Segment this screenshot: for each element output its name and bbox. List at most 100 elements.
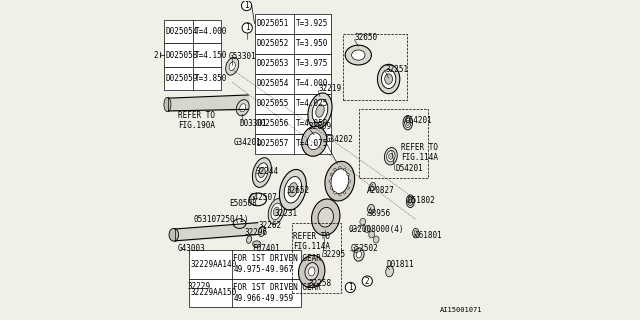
Ellipse shape	[360, 218, 365, 225]
Ellipse shape	[351, 50, 365, 60]
Ellipse shape	[271, 203, 282, 220]
Bar	[255, 114, 331, 134]
Text: T=3.850: T=3.850	[195, 74, 227, 83]
Bar	[255, 134, 331, 154]
Ellipse shape	[404, 118, 411, 127]
Ellipse shape	[169, 228, 179, 241]
Text: G42507: G42507	[249, 193, 277, 202]
Ellipse shape	[364, 226, 370, 233]
Text: D025051: D025051	[256, 19, 289, 28]
Text: 32229: 32229	[188, 282, 211, 291]
Ellipse shape	[403, 116, 413, 130]
Text: D025056: D025056	[256, 119, 289, 128]
Text: 2: 2	[154, 51, 158, 60]
Ellipse shape	[298, 255, 325, 288]
Ellipse shape	[354, 248, 364, 261]
Ellipse shape	[385, 74, 392, 84]
Ellipse shape	[378, 64, 400, 94]
Ellipse shape	[305, 263, 319, 280]
Text: D03301: D03301	[239, 119, 268, 128]
Ellipse shape	[246, 236, 252, 243]
Ellipse shape	[367, 204, 374, 213]
Ellipse shape	[331, 169, 349, 194]
Bar	[164, 67, 221, 90]
Ellipse shape	[312, 99, 328, 123]
Ellipse shape	[347, 187, 349, 189]
Text: D025057: D025057	[256, 140, 289, 148]
Ellipse shape	[343, 191, 346, 194]
Ellipse shape	[406, 120, 410, 125]
Bar	[255, 94, 331, 114]
Text: T=4.150: T=4.150	[195, 51, 227, 60]
Text: D025055: D025055	[256, 99, 289, 108]
Ellipse shape	[318, 207, 333, 227]
Ellipse shape	[387, 151, 395, 162]
Text: 32609: 32609	[309, 122, 332, 132]
Ellipse shape	[345, 45, 371, 65]
Ellipse shape	[381, 69, 396, 89]
Text: 32258: 32258	[309, 279, 332, 288]
Text: REFER TO
FIG.114A: REFER TO FIG.114A	[293, 232, 330, 252]
Text: 38956: 38956	[367, 209, 390, 218]
Ellipse shape	[330, 187, 333, 189]
Circle shape	[362, 276, 372, 286]
Ellipse shape	[325, 161, 355, 201]
Text: T=4.075: T=4.075	[296, 140, 328, 148]
Text: 32229AA150: 32229AA150	[191, 288, 237, 297]
Ellipse shape	[385, 148, 397, 165]
Circle shape	[150, 50, 161, 60]
Text: 32650: 32650	[355, 33, 378, 42]
Bar	[359, 109, 428, 178]
Ellipse shape	[406, 195, 414, 208]
Bar	[255, 34, 331, 54]
Ellipse shape	[256, 163, 268, 182]
Circle shape	[242, 23, 252, 33]
Text: D025059: D025059	[165, 74, 198, 83]
Text: G53301: G53301	[229, 52, 257, 61]
Circle shape	[241, 1, 252, 11]
Text: G34201: G34201	[234, 138, 262, 147]
Text: D025054: D025054	[256, 79, 289, 88]
Ellipse shape	[316, 105, 324, 117]
Ellipse shape	[386, 266, 394, 277]
Circle shape	[345, 282, 355, 292]
Ellipse shape	[373, 236, 379, 243]
Ellipse shape	[273, 207, 279, 216]
Ellipse shape	[229, 62, 236, 70]
Text: E50508: E50508	[229, 199, 257, 208]
Ellipse shape	[301, 126, 327, 156]
Text: F07401: F07401	[252, 244, 280, 253]
Text: D54201: D54201	[395, 164, 423, 173]
Ellipse shape	[413, 228, 419, 238]
Text: 32219: 32219	[319, 84, 342, 93]
Bar	[255, 54, 331, 74]
Text: 32229AA140: 32229AA140	[191, 260, 237, 269]
Ellipse shape	[259, 167, 265, 178]
Text: C64201: C64201	[404, 116, 433, 125]
Ellipse shape	[369, 231, 374, 238]
Text: 32262: 32262	[259, 221, 282, 230]
Text: T=3.975: T=3.975	[296, 59, 328, 68]
Text: 1: 1	[348, 283, 353, 292]
Ellipse shape	[288, 183, 298, 197]
Bar	[255, 13, 331, 34]
Ellipse shape	[164, 97, 171, 112]
Text: T=3.925: T=3.925	[296, 19, 328, 28]
Ellipse shape	[370, 182, 376, 191]
Text: 32296: 32296	[245, 228, 268, 237]
Text: G43003: G43003	[178, 244, 205, 253]
Ellipse shape	[252, 158, 271, 187]
Ellipse shape	[333, 191, 336, 194]
Text: 32251: 32251	[385, 65, 408, 74]
Text: T=4.050: T=4.050	[296, 119, 328, 128]
Ellipse shape	[236, 100, 249, 116]
Bar	[189, 278, 301, 307]
Bar	[343, 34, 406, 100]
Text: 032008000(4): 032008000(4)	[348, 225, 404, 234]
Text: 32231: 32231	[275, 209, 298, 218]
Text: FOR 1ST DRIVEN GEAR
49.966-49.959: FOR 1ST DRIVEN GEAR 49.966-49.959	[233, 283, 321, 303]
Text: D025054: D025054	[165, 27, 198, 36]
Ellipse shape	[307, 133, 321, 150]
Ellipse shape	[356, 251, 362, 258]
Text: D025058: D025058	[165, 51, 198, 60]
